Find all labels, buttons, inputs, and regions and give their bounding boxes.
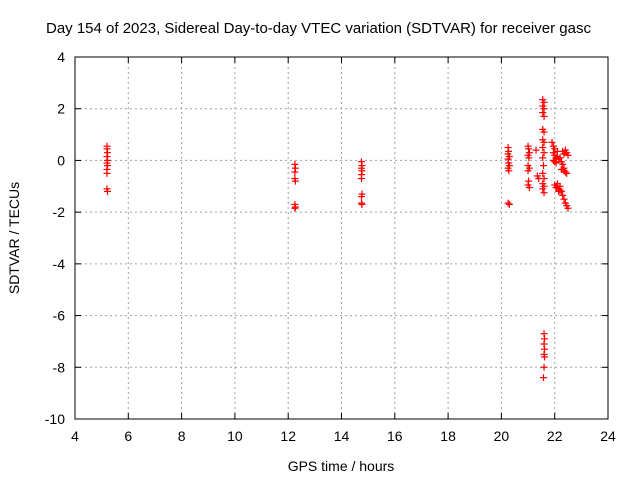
data-point	[561, 168, 569, 176]
x-tick-label: 14	[334, 428, 350, 444]
data-point	[540, 162, 548, 170]
data-point	[505, 167, 513, 175]
y-tick-label: -8	[53, 359, 66, 375]
data-point	[540, 128, 548, 136]
data-point	[525, 154, 533, 162]
plot-frame	[74, 56, 609, 420]
data-point	[540, 189, 548, 197]
y-tick-label: 4	[57, 49, 65, 65]
data-point	[540, 363, 548, 371]
data-point	[540, 149, 548, 157]
x-tick-label: 8	[178, 428, 186, 444]
y-tick-label: -6	[53, 308, 66, 324]
y-tick-label: -4	[53, 256, 66, 272]
data-point	[504, 199, 512, 207]
data-point	[358, 200, 366, 208]
x-tick-label: 20	[494, 428, 510, 444]
data-point	[357, 193, 365, 201]
data-point	[556, 154, 564, 162]
data-point	[559, 191, 567, 199]
data-point	[104, 187, 112, 195]
y-tick-label: -10	[45, 411, 65, 427]
data-point	[540, 138, 548, 146]
x-tick-label: 6	[124, 428, 132, 444]
data-point	[505, 200, 513, 208]
x-tick-label: 16	[387, 428, 403, 444]
data-point	[541, 353, 549, 361]
data-point	[525, 184, 533, 192]
x-axis-label: GPS time / hours	[288, 458, 395, 474]
x-tick-label: 18	[440, 428, 456, 444]
data-point	[560, 195, 568, 203]
x-tick-label: 22	[547, 428, 563, 444]
data-point	[291, 204, 299, 212]
data-point	[539, 144, 547, 151]
data-point	[540, 112, 548, 120]
x-tick-label: 24	[600, 428, 616, 444]
data-point	[532, 146, 540, 154]
data-point	[540, 374, 548, 382]
data-point	[524, 167, 532, 175]
data-point	[548, 138, 556, 146]
data-point	[552, 159, 560, 167]
data-points	[103, 96, 572, 382]
y-tick-label: -2	[53, 204, 66, 220]
y-tick-label: 2	[57, 101, 65, 117]
data-point	[551, 158, 559, 166]
grid-lines	[75, 57, 608, 419]
data-point	[525, 145, 533, 153]
data-point	[539, 169, 547, 177]
data-point	[357, 175, 365, 183]
data-point	[291, 168, 299, 176]
data-point	[560, 167, 568, 175]
data-point	[539, 109, 547, 117]
data-point	[553, 180, 561, 188]
data-point	[539, 154, 547, 162]
data-point	[539, 185, 547, 193]
data-point	[540, 98, 548, 106]
chart-title: Day 154 of 2023, Sidereal Day-to-day VTE…	[46, 20, 591, 37]
y-tick-label: 0	[57, 152, 65, 168]
data-point	[540, 105, 548, 113]
data-point	[559, 160, 567, 168]
data-point	[291, 177, 299, 185]
x-tick-label: 12	[280, 428, 296, 444]
data-point	[564, 151, 572, 159]
data-point	[564, 204, 572, 212]
data-point	[540, 175, 548, 183]
x-tick-label: 10	[227, 428, 243, 444]
data-point	[555, 187, 563, 195]
data-point	[103, 169, 111, 177]
y-axis-label: SDTVAR / TECUs	[6, 182, 22, 294]
x-tick-label: 4	[71, 428, 79, 444]
